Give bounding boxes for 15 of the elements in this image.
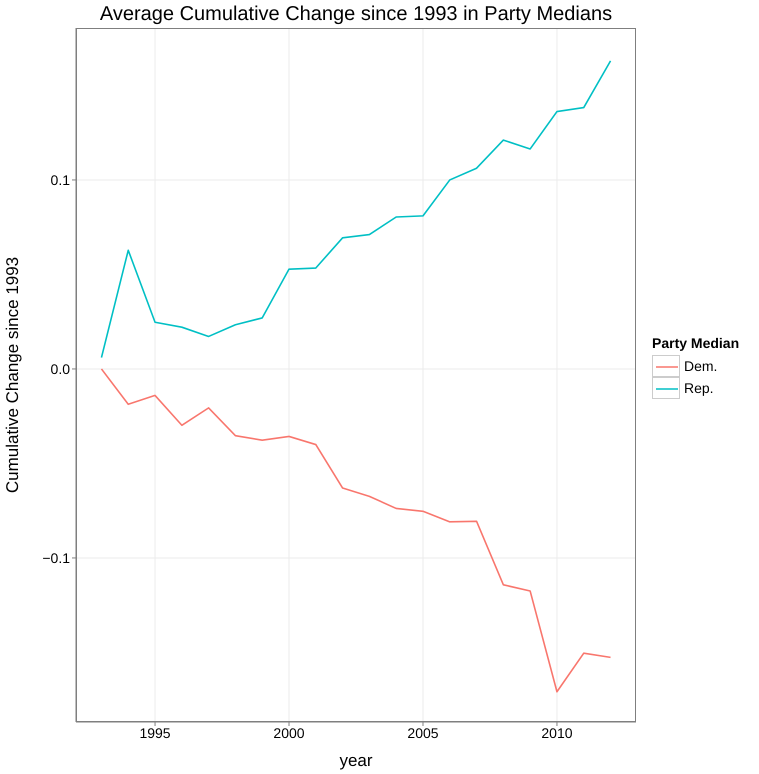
x-tick-label: 2005 xyxy=(407,724,439,741)
y-tick-label: 0.0 xyxy=(50,360,70,377)
x-tick-label: 1995 xyxy=(139,724,171,741)
x-tick-label: 2010 xyxy=(541,724,573,741)
x-axis-title: year xyxy=(339,751,373,770)
line-series xyxy=(100,368,612,693)
legend-label: Rep. xyxy=(684,380,714,396)
y-axis-title: Cumulative Change since 1993 xyxy=(3,256,22,494)
legend-title: Party Median xyxy=(652,335,740,351)
chart-title: Average Cumulative Change since 1993 in Party Medians xyxy=(98,3,614,26)
y-tick-label: −0.1 xyxy=(42,550,70,566)
legend-label: Dem. xyxy=(684,358,718,374)
x-tick-label: 2000 xyxy=(273,724,305,741)
line-series xyxy=(100,60,612,358)
y-tick-label: 0.1 xyxy=(50,172,70,188)
